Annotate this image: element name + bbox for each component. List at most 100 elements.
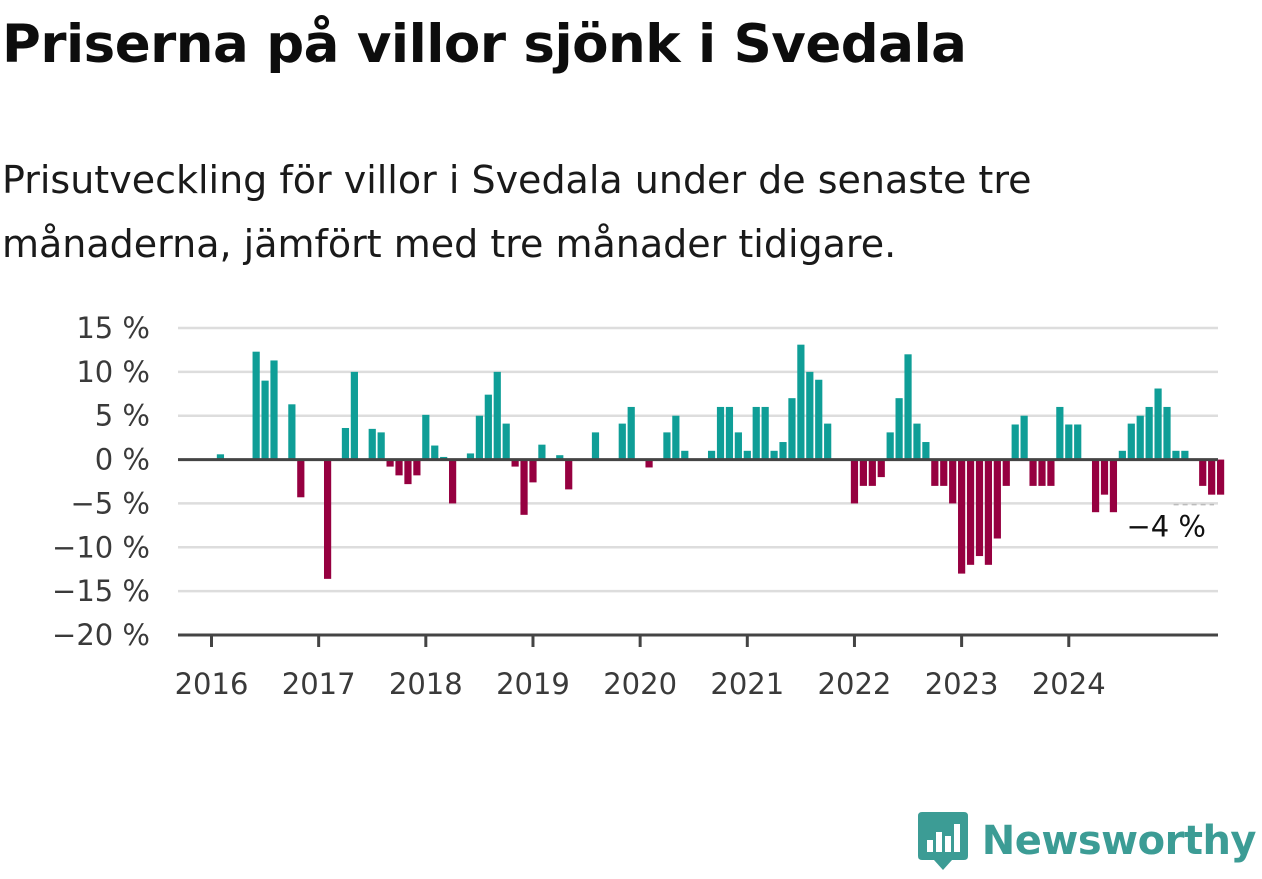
bar (770, 450, 778, 460)
y-tick-label: −10 % (52, 530, 150, 564)
y-tick-label: 15 % (76, 311, 150, 345)
bar (1011, 424, 1019, 460)
y-tick-label: 0 % (95, 443, 150, 477)
bar (1002, 459, 1010, 486)
bar (940, 459, 948, 486)
chart-title: Priserna på villor sjönk i Svedala (2, 14, 967, 75)
bar (645, 459, 653, 468)
bar (350, 371, 358, 460)
bar (1127, 423, 1135, 460)
bar (806, 371, 814, 460)
bar (1163, 406, 1171, 460)
bar (850, 459, 859, 504)
bar (341, 427, 350, 460)
bar (1038, 459, 1046, 486)
bar (1172, 450, 1180, 460)
bar (904, 354, 912, 460)
bar (788, 398, 796, 460)
bar (707, 450, 716, 460)
x-tick-label: 2024 (1032, 667, 1106, 701)
y-tick-label: −20 % (52, 618, 150, 652)
y-tick-label: −5 % (70, 486, 150, 520)
bar (984, 459, 993, 565)
x-tick-label: 2023 (925, 667, 999, 701)
bar-chart: 15 %10 %5 %0 %−5 %−10 %−15 %−20 % 2016 20… (52, 311, 1225, 701)
bar (913, 423, 921, 460)
bar (886, 432, 894, 460)
bar (1029, 459, 1037, 486)
bar (493, 371, 501, 460)
last-value-label: −4 % (1126, 510, 1206, 544)
bar (404, 459, 412, 485)
newsworthy-logo: Newsworthy (917, 811, 1257, 871)
y-tick-label: 10 % (76, 355, 150, 389)
x-tick-label: 2020 (603, 667, 677, 701)
bar (475, 415, 483, 460)
bar (422, 414, 430, 460)
x-tick-label: 2016 (175, 667, 249, 701)
bar (895, 398, 903, 460)
bar (449, 459, 457, 504)
x-tick-label: 2018 (389, 667, 463, 701)
x-tick-label: 2022 (818, 667, 892, 701)
bar (556, 455, 564, 460)
bar (877, 459, 885, 478)
bar (815, 379, 823, 460)
bar (502, 423, 510, 460)
bar (216, 454, 225, 460)
bar (1056, 406, 1064, 460)
bar (681, 450, 689, 460)
bar (565, 459, 573, 490)
bar (958, 459, 966, 574)
bar (1065, 424, 1073, 460)
bar (618, 423, 626, 460)
bar (1100, 459, 1109, 495)
bar (323, 459, 332, 579)
bar (975, 459, 984, 557)
bar (1091, 459, 1100, 513)
bar (922, 442, 930, 460)
bar (1136, 415, 1144, 460)
bar (1109, 459, 1118, 513)
bar (1216, 459, 1225, 495)
x-tick-label: 2021 (710, 667, 784, 701)
bar (1118, 450, 1126, 460)
bar (252, 351, 260, 460)
bar (529, 459, 537, 483)
x-tick-label: 2017 (282, 667, 356, 701)
bar (511, 459, 519, 467)
axes (178, 458, 1218, 647)
bar (484, 394, 492, 460)
bar (538, 444, 546, 460)
bar (1145, 406, 1153, 460)
bar (761, 406, 769, 460)
bar (1020, 415, 1028, 460)
bar (993, 459, 1001, 539)
bar (725, 406, 734, 460)
x-tick-label: 2019 (496, 667, 570, 701)
bar (797, 344, 805, 460)
bar (949, 459, 957, 504)
bar (859, 459, 867, 486)
bar (520, 459, 528, 515)
bar (868, 459, 876, 486)
bar (288, 404, 296, 460)
bar (261, 380, 269, 460)
bar (743, 450, 751, 460)
bar (672, 415, 680, 460)
bar (1047, 459, 1055, 486)
bar (1208, 459, 1216, 495)
chart-subtitle: Prisutveckling för villor i Svedala unde… (2, 158, 1032, 266)
bar (1074, 424, 1082, 460)
bar (466, 453, 475, 460)
bars (216, 344, 1225, 579)
bar (377, 432, 385, 460)
bar (413, 459, 421, 476)
bar (752, 406, 760, 460)
bar (966, 459, 975, 565)
bar (779, 442, 787, 460)
newsworthy-logo-icon (917, 812, 968, 870)
bar (386, 459, 394, 467)
bar (663, 432, 671, 460)
bar (591, 432, 600, 460)
